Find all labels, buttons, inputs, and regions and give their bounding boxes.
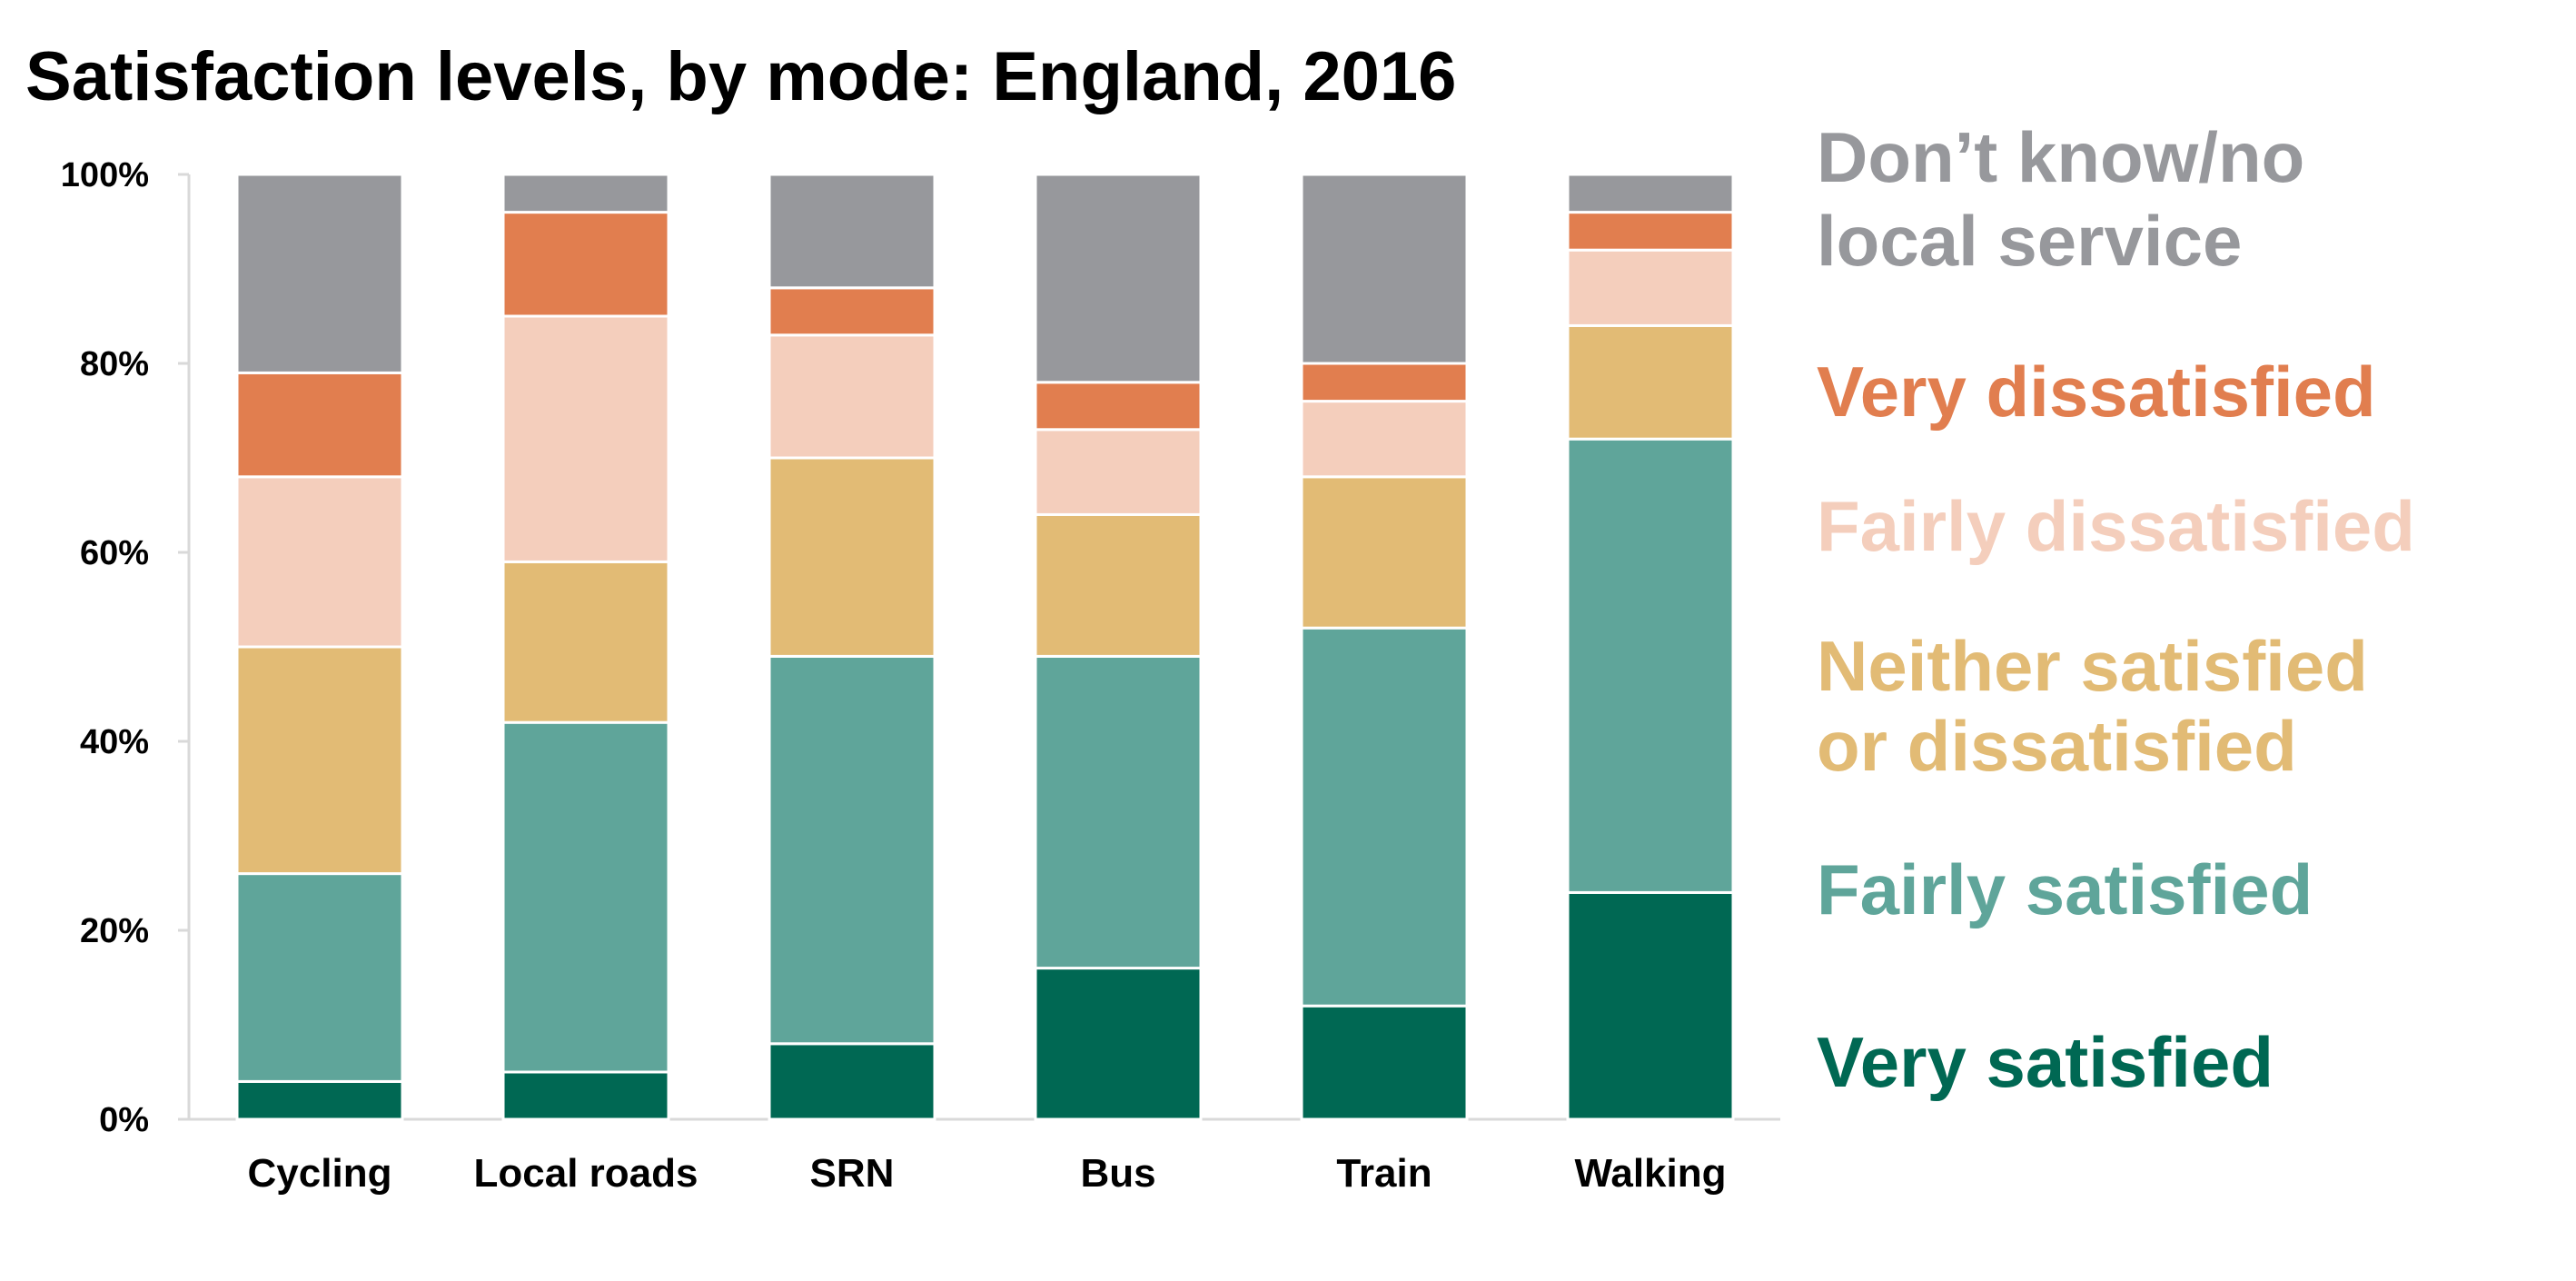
bar-segment-0-0 <box>235 1079 404 1121</box>
legend-label: Very dissatisfied <box>1817 352 2376 432</box>
legend-label: local service <box>1817 201 2242 281</box>
bar-segment-1-4 <box>501 211 670 318</box>
x-tick-label: Walking <box>1574 1151 1726 1196</box>
bar-segment-3-0 <box>1034 967 1203 1121</box>
bar-segment-3-2 <box>1034 512 1203 658</box>
y-tick-label: 20% <box>80 912 149 950</box>
bar-segment-5-4 <box>1566 211 1735 252</box>
chart-title: Satisfaction levels, by mode: England, 2… <box>25 38 1456 115</box>
y-tick-label: 0% <box>99 1101 149 1139</box>
legend-label: or dissatisfied <box>1817 706 2297 786</box>
bar-segment-2-4 <box>768 286 936 337</box>
x-tick-label: Bus <box>1080 1151 1155 1196</box>
bar-segment-5-5 <box>1566 173 1735 214</box>
bar-segment-5-0 <box>1566 890 1735 1121</box>
legend-label: Fairly satisfied <box>1817 849 2313 929</box>
y-tick-label: 60% <box>80 534 149 572</box>
bar-segment-4-5 <box>1300 173 1469 365</box>
bar-segment-1-3 <box>501 314 670 563</box>
bar-segment-2-1 <box>768 654 936 1046</box>
bar-segment-0-3 <box>235 475 404 649</box>
bar-segment-3-3 <box>1034 428 1203 516</box>
bar-segment-0-5 <box>235 173 404 374</box>
bar-segment-0-4 <box>235 371 404 479</box>
bar-segment-5-3 <box>1566 248 1735 327</box>
y-tick-label: 40% <box>80 723 149 761</box>
y-tick-label: 80% <box>80 345 149 383</box>
legend-label: Don’t know/no <box>1817 117 2304 197</box>
legend-label: Fairly dissatisfied <box>1817 486 2415 566</box>
x-tick-label: Local roads <box>474 1151 698 1196</box>
axes <box>178 173 1780 1121</box>
x-tick-label: Cycling <box>248 1151 392 1196</box>
bar-segment-4-4 <box>1300 362 1469 403</box>
x-tick-label: SRN <box>810 1151 895 1196</box>
bar-segment-2-2 <box>768 456 936 658</box>
bar-segment-4-3 <box>1300 400 1469 479</box>
bar-segment-3-5 <box>1034 173 1203 384</box>
y-tick-label: 100% <box>61 156 149 194</box>
bar-segment-1-1 <box>501 720 670 1074</box>
bar-segment-0-1 <box>235 872 404 1083</box>
bar-segment-2-0 <box>768 1042 936 1121</box>
bar-segment-0-2 <box>235 645 404 876</box>
bar-segment-3-1 <box>1034 654 1203 970</box>
bar-segment-4-0 <box>1300 1004 1469 1121</box>
bar-segment-1-0 <box>501 1070 670 1121</box>
bar-segment-5-1 <box>1566 437 1735 894</box>
y-tick-labels: 0% 20% 40% 60% 80% 100% <box>61 156 149 1139</box>
bar-segment-1-2 <box>501 560 670 724</box>
bar-segment-5-2 <box>1566 323 1735 441</box>
bar-segment-1-5 <box>501 173 670 214</box>
bar-segment-4-1 <box>1300 626 1469 1008</box>
x-tick-labels: Cycling Local roads SRN Bus Train Walking <box>248 1151 1727 1196</box>
x-tick-label: Train <box>1336 1151 1432 1196</box>
legend-label: Very satisfied <box>1817 1022 2274 1102</box>
bar-segment-2-3 <box>768 333 936 460</box>
bar-segment-4-2 <box>1300 475 1469 630</box>
bars <box>235 173 1735 1121</box>
legend-label: Neither satisfied <box>1817 626 2368 706</box>
bar-segment-3-4 <box>1034 381 1203 432</box>
bar-segment-2-5 <box>768 173 936 290</box>
